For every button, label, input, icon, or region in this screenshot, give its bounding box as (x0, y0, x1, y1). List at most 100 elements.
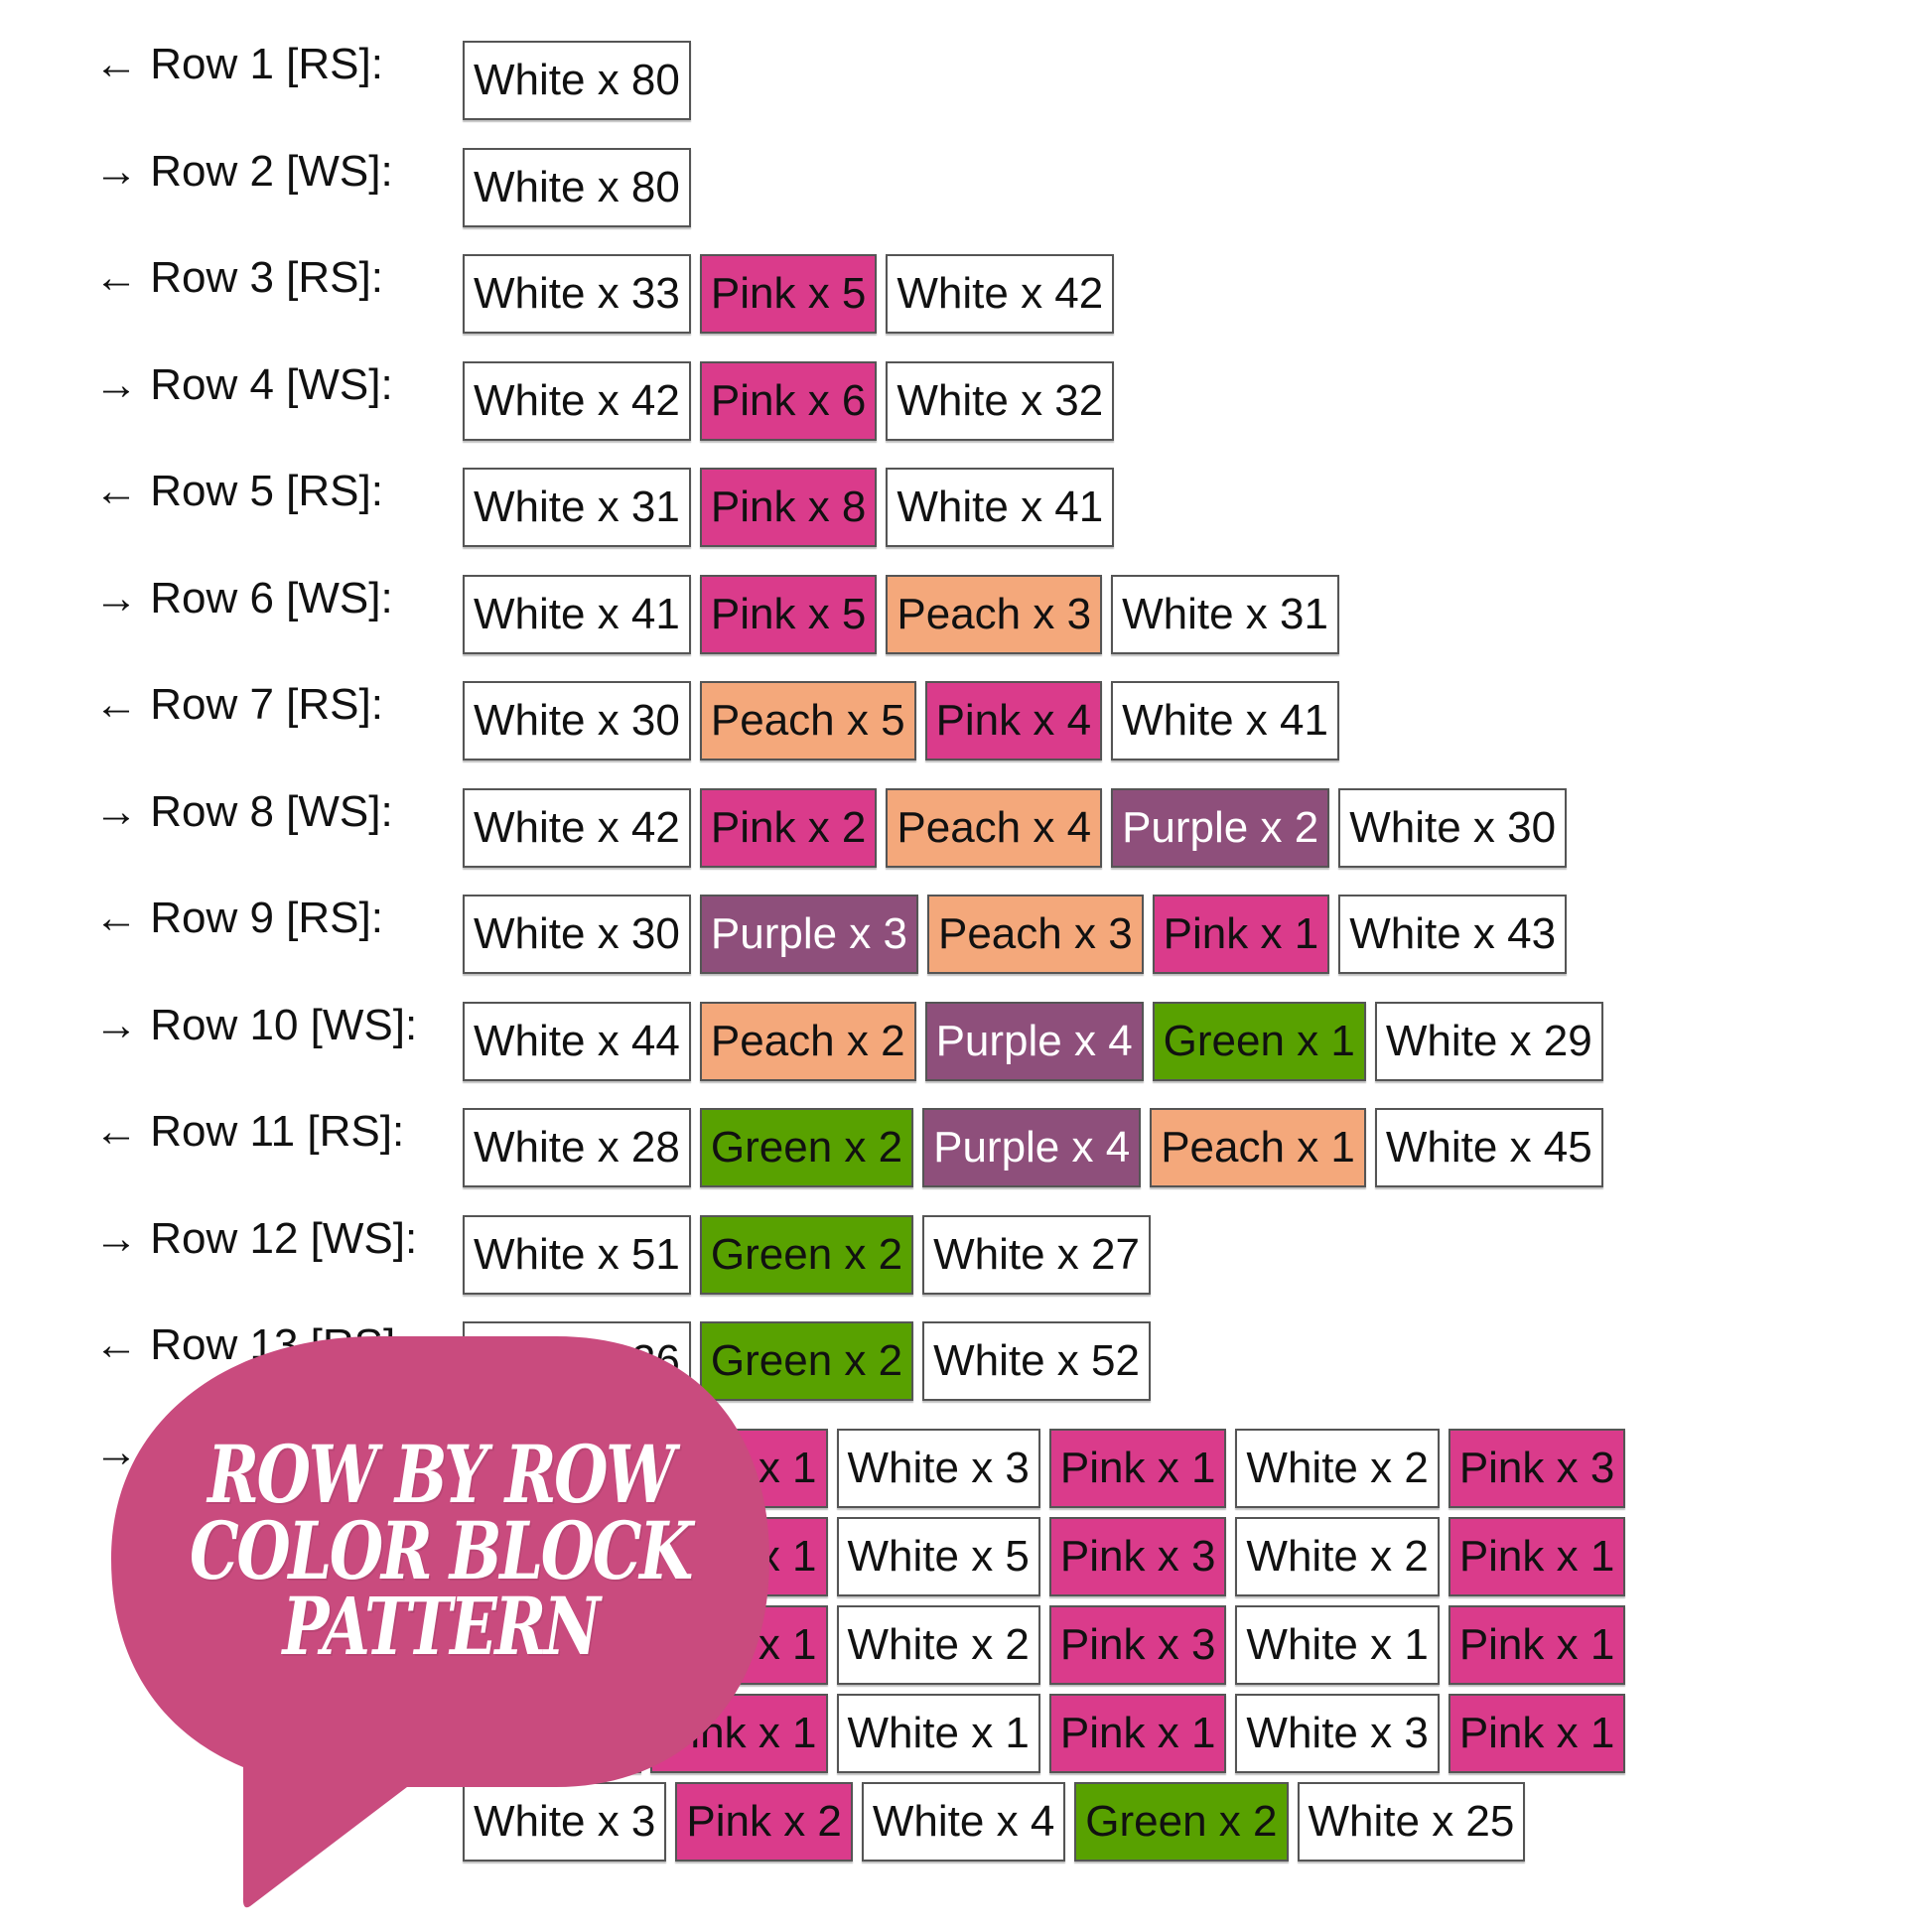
row-label: → Row 6 [WS]: (94, 573, 393, 622)
color-block-white: White x 45 (1374, 1108, 1603, 1187)
color-block-pink: Pink x 5 (699, 574, 878, 654)
pattern-row: ← Row 11 [RS]: White x 28 Green x 2 Purple … (0, 1107, 1932, 1187)
color-block-white: White x 80 (463, 41, 691, 120)
row-label: ← Row 9 [RS]: (94, 894, 383, 942)
color-block-white: White x 80 (463, 147, 691, 227)
color-block-pink: Pink x 1 (1448, 1693, 1626, 1773)
pattern-row: ← Row 3 [RS]: White x 33 Pink x 5 White x 4… (0, 253, 1932, 334)
row-label: → Row 8 [WS]: (94, 786, 393, 836)
row-label: → Row 12 [WS]: (94, 1213, 418, 1263)
color-block-pink: Pink x 4 (924, 681, 1103, 760)
color-block-purple: Purple x 3 (699, 895, 918, 974)
color-block-white: White x 28 (463, 1108, 691, 1187)
color-block-white: White x 42 (463, 787, 691, 868)
banner-line-3: PATTERN (282, 1580, 600, 1673)
row-label: ← Row 3 [RS]: (94, 253, 383, 302)
color-block-white: White x 42 (463, 360, 691, 441)
color-block-pink: Pink x 3 (1448, 1428, 1626, 1508)
color-block-pink: Pink x 3 (1048, 1604, 1227, 1685)
row-label: ← Row 7 [RS]: (94, 680, 383, 729)
pattern-row: → Row 2 [WS]: White x 80 (0, 147, 1932, 227)
pattern-row: ← Row 13 [RS]: White x 26 Green x 2 White x… (0, 1320, 1932, 1401)
color-block-pink: Pink x 1 (1152, 895, 1330, 974)
color-block-white: White x 26 (463, 1321, 691, 1401)
row-cells: White x 30 Peach x 5 Pink x 4 White x 41 (463, 681, 1339, 760)
color-block-white: White x 3 (1235, 1693, 1440, 1773)
color-block-purple: Purple x 4 (922, 1108, 1142, 1187)
pattern-row: → Row 10 [WS]: White x 44 Peach x 2 Purple … (0, 1001, 1932, 1081)
color-block-white: White x 30 (1338, 787, 1568, 868)
pattern-row: → Row 4 [WS]: White x 42 Pink x 6 White x 3… (0, 360, 1932, 441)
row-cells: Pink x 1 White x 1 Pink x 1 White x 3 Pink x… (463, 1693, 1626, 1773)
color-block-green: Green x 2 (699, 1108, 914, 1187)
pattern-row: ← Row 7 [RS]: White x 30 Peach x 5 Pink x 4… (0, 680, 1932, 760)
color-block-pink: Pink x 2 (675, 1781, 853, 1862)
color-block-purple: Purple x 4 (924, 1001, 1144, 1081)
color-block-white: White x 3 (836, 1428, 1040, 1508)
color-block-white: White x 31 (463, 468, 691, 547)
row-cells: White x 41 Pink x 5 Peach x 3 White x 31 (463, 574, 1339, 654)
color-block-green: Green x 1 (1152, 1001, 1366, 1081)
pattern-row: → Row 8 [WS]: White x 42 Pink x 2 Peach x 4… (0, 787, 1932, 868)
row-cells: White x 26 Green x 2 White x 52 (463, 1321, 1151, 1401)
color-block-white (463, 1693, 641, 1773)
row-label: ← Row 5 [RS]: (94, 467, 383, 515)
color-block-white: White x 27 (922, 1214, 1151, 1295)
color-block-white: White x 41 (886, 468, 1115, 547)
color-block-pink: Pink x 1 (650, 1693, 828, 1773)
color-block-white: White x 43 (1338, 895, 1568, 974)
pattern-row: Pink x 1 White x 1 Pink x 1 White x 3 Pink x… (0, 1693, 1932, 1773)
row-label: → Row 10 [WS]: (94, 1000, 418, 1049)
color-block-white: White x 32 (886, 360, 1115, 441)
color-block-white: White x 51 (463, 1214, 691, 1295)
color-block-white: White x 41 (1111, 681, 1339, 760)
color-block-green: Green x 2 (1074, 1781, 1289, 1862)
color-block-purple: Purple x 2 (1111, 787, 1330, 868)
row-cells: White x 51 Green x 2 White x 27 (463, 1214, 1151, 1295)
color-block-peach: Peach x 4 (886, 787, 1103, 868)
banner-line-2: COLOR BLOCK (190, 1504, 693, 1597)
color-block-white: White x 30 (463, 895, 691, 974)
color-block-green: Green x 2 (699, 1214, 914, 1295)
pattern-row: → Row 6 [WS]: White x 41 Pink x 5 Peach x 3… (0, 574, 1932, 654)
row-label: ← Row 1 [RS]: (94, 40, 383, 88)
row-label: → (94, 1427, 138, 1476)
pattern-row: White x 3 Pink x 2 White x 4 Green x 2 White… (0, 1781, 1932, 1862)
color-block-peach: Peach x 3 (886, 574, 1103, 654)
color-block-pink: Pink x 1 (1448, 1604, 1626, 1685)
color-block-white: White x 33 (463, 254, 691, 334)
color-block-white: White x 44 (463, 1001, 691, 1081)
row-label: ← Row 11 [RS]: (94, 1107, 405, 1156)
banner-line-1: ROW BY ROW (207, 1428, 675, 1521)
row-cells: White x 31 Pink x 8 White x 41 (463, 468, 1115, 547)
color-block-white: White x 25 (1297, 1781, 1526, 1862)
color-block-white: White x 41 (463, 574, 691, 654)
color-block-white: White x 2 (836, 1604, 1040, 1685)
color-block-white: White x 31 (1111, 574, 1339, 654)
color-block-pink: Pink x 5 (699, 254, 878, 334)
color-block-white: White x 3 (463, 1781, 667, 1862)
color-block-white: White x 42 (886, 254, 1115, 334)
color-block-pink: Pink x 2 (699, 787, 878, 868)
color-block-green: Green x 2 (699, 1321, 914, 1401)
row-cells: White x 42 Pink x 6 White x 32 (463, 360, 1115, 441)
row-cells: White x 30 Purple x 3 Peach x 3 Pink x 1 Whi… (463, 895, 1568, 974)
row-cells: White x 33 Pink x 5 White x 42 (463, 254, 1115, 334)
color-block-white: White x 52 (922, 1321, 1151, 1401)
row-cells: White x 28 Green x 2 Purple x 4 Peach x 1 Wh… (463, 1108, 1603, 1187)
row-label: → Row 4 [WS]: (94, 359, 393, 409)
row-cells: White x 42 Pink x 2 Peach x 4 Purple x 2 Whi… (463, 787, 1568, 868)
color-block-white: White x 1 (836, 1693, 1040, 1773)
row-cells: White x 3 Pink x 2 White x 4 Green x 2 White… (463, 1781, 1526, 1862)
pattern-row: ← Row 9 [RS]: White x 30 Purple x 3 Peach x… (0, 894, 1932, 974)
row-label: → Row 2 [WS]: (94, 146, 393, 196)
pattern-row: → Row 12 [WS]: White x 51 Green x 2 White x… (0, 1214, 1932, 1295)
color-block-pink: Pink x 1 (1048, 1693, 1227, 1773)
row-cells: White x 44 Peach x 2 Purple x 4 Green x 1 Wh… (463, 1001, 1603, 1081)
color-block-white: White x 29 (1374, 1001, 1603, 1081)
color-block-pink: Pink x 3 (1048, 1516, 1227, 1596)
color-block-peach: Peach x 3 (926, 895, 1144, 974)
color-block-white: White x 4 (861, 1781, 1066, 1862)
color-block-pink: Pink x 6 (699, 360, 878, 441)
color-block-white: White x 2 (1235, 1516, 1440, 1596)
